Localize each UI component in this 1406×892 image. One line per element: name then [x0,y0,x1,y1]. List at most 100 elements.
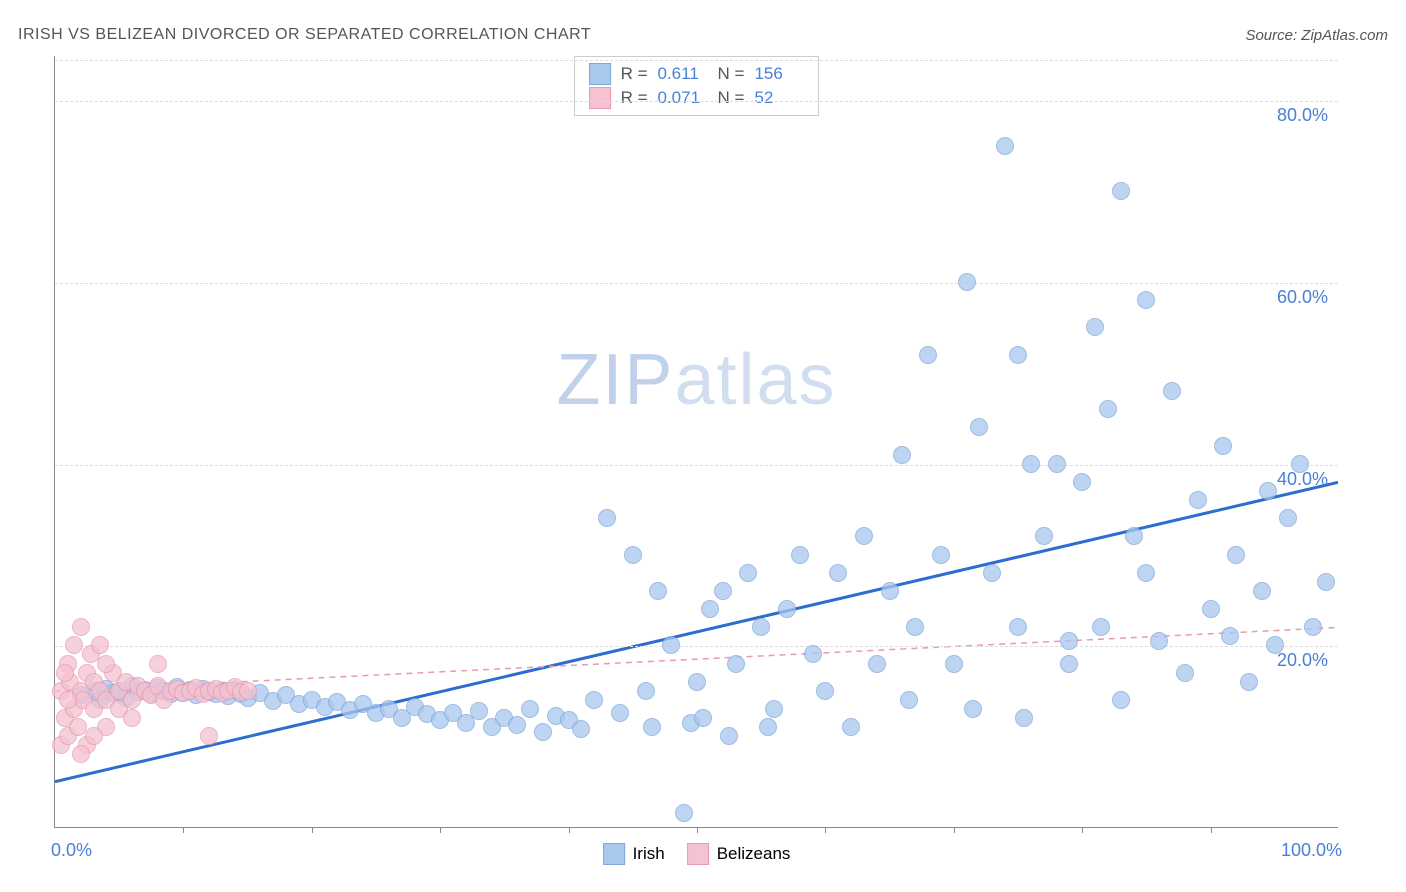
chart-header: IRISH VS BELIZEAN DIVORCED OR SEPARATED … [18,20,1388,50]
legend-item-irish: Irish [603,843,665,865]
point-belizeans [85,727,103,745]
point-irish [1009,618,1027,636]
point-irish [983,564,1001,582]
point-irish [868,655,886,673]
point-irish [1060,655,1078,673]
point-irish [919,346,937,364]
chart-container: IRISH VS BELIZEAN DIVORCED OR SEPARATED … [0,0,1406,892]
point-irish [765,700,783,718]
point-irish [778,600,796,618]
point-irish [572,720,590,738]
point-irish [855,527,873,545]
point-irish [624,546,642,564]
point-irish [791,546,809,564]
point-irish [1086,318,1104,336]
point-belizeans [97,655,115,673]
point-irish [1073,473,1091,491]
point-irish [534,723,552,741]
point-irish [842,718,860,736]
swatch-belizeans [589,87,611,109]
point-irish [1189,491,1207,509]
point-irish [649,582,667,600]
point-irish [470,702,488,720]
point-irish [958,273,976,291]
point-irish [1240,673,1258,691]
point-irish [675,804,693,822]
point-irish [1227,546,1245,564]
point-irish [1092,618,1110,636]
point-belizeans [149,655,167,673]
chart-source: Source: ZipAtlas.com [1245,27,1388,44]
xtick [1211,827,1212,833]
point-irish [1060,632,1078,650]
point-irish [1214,437,1232,455]
xtick [183,827,184,833]
point-irish [1137,564,1155,582]
point-irish [964,700,982,718]
xtick [312,827,313,833]
point-irish [521,700,539,718]
gridline [55,646,1338,647]
point-irish [643,718,661,736]
gridline [55,101,1338,102]
point-irish [1202,600,1220,618]
point-belizeans [239,682,257,700]
legend-stats-row-irish: R = 0.611 N = 156 [589,63,805,85]
point-irish [900,691,918,709]
point-irish [1137,291,1155,309]
point-irish [1125,527,1143,545]
legend-label-belizeans: Belizeans [717,844,791,864]
point-irish [829,564,847,582]
swatch-irish [589,63,611,85]
xtick [1082,827,1083,833]
point-irish [996,137,1014,155]
point-belizeans [59,691,77,709]
r-label: R = [621,64,648,84]
point-irish [1009,346,1027,364]
point-belizeans [56,664,74,682]
point-belizeans [72,745,90,763]
legend-stats-row-belizeans: R = 0.071 N = 52 [589,87,805,109]
point-irish [970,418,988,436]
point-irish [598,509,616,527]
legend-stats: R = 0.611 N = 156 R = 0.071 N = 52 [574,56,820,116]
point-irish [1022,455,1040,473]
point-irish [1150,632,1168,650]
ytick-label: 60.0% [1277,287,1328,308]
point-irish [1035,527,1053,545]
gridline [55,283,1338,284]
point-irish [1304,618,1322,636]
legend-series: Irish Belizeans [603,843,791,865]
point-irish [1163,382,1181,400]
xtick-label-right: 100.0% [1281,840,1342,861]
n-value-belizeans: 52 [754,88,804,108]
point-irish [1291,455,1309,473]
n-value-irish: 156 [754,64,804,84]
point-belizeans [65,636,83,654]
legend-item-belizeans: Belizeans [687,843,791,865]
r-value-irish: 0.611 [658,64,708,84]
gridline [55,465,1338,466]
point-irish [932,546,950,564]
point-irish [1317,573,1335,591]
watermark: ZIPatlas [556,339,836,421]
point-belizeans [123,709,141,727]
point-irish [881,582,899,600]
point-irish [906,618,924,636]
point-irish [585,691,603,709]
point-irish [701,600,719,618]
point-irish [739,564,757,582]
n-label: N = [718,64,745,84]
point-irish [611,704,629,722]
point-irish [1048,455,1066,473]
xtick-label-left: 0.0% [51,840,92,861]
point-belizeans [91,636,109,654]
plot-area: ZIPatlas R = 0.611 N = 156 R = 0.071 N =… [54,56,1338,828]
n-label: N = [718,88,745,108]
xtick [825,827,826,833]
point-irish [727,655,745,673]
point-belizeans [72,618,90,636]
point-irish [1176,664,1194,682]
point-irish [1112,691,1130,709]
xtick [569,827,570,833]
